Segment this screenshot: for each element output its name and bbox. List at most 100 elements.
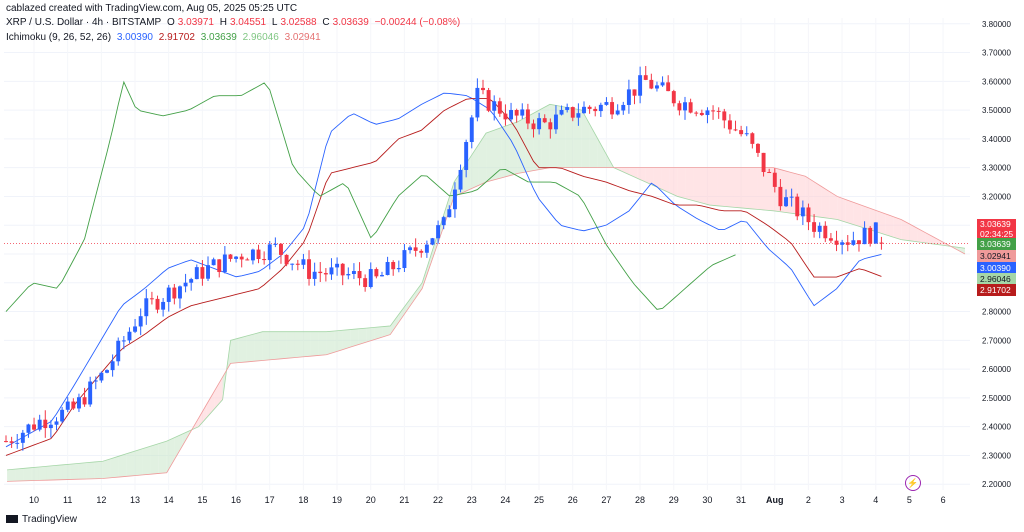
tv-logo-icon [6, 515, 18, 524]
close-label: C 3.03639 [322, 17, 369, 28]
candle-body [868, 227, 873, 244]
candle-body [857, 240, 861, 245]
candle-body [649, 79, 654, 89]
lightning-icon[interactable]: ⚡ [905, 475, 921, 491]
candle-body [469, 117, 474, 143]
symbol-label[interactable]: XRP / U.S. Dollar · 4h · BITSTAMP [6, 17, 162, 28]
candle-body [15, 442, 20, 444]
cloud-segment [86, 461, 95, 479]
cloud-segment [541, 104, 550, 170]
cloud-segment [661, 167, 670, 193]
cloud-segment [533, 108, 542, 171]
ichimoku-cloud [7, 103, 966, 482]
lead-span-a-line [7, 103, 966, 471]
cloud-segment [494, 127, 502, 180]
candle-body [537, 118, 542, 130]
candle-body [26, 424, 31, 433]
cloud-segment [310, 331, 319, 357]
candle-body [295, 263, 300, 265]
x-tick-label: 27 [601, 495, 611, 505]
candle-body [172, 287, 177, 299]
candle-body [88, 381, 93, 405]
cloud-segment [821, 186, 830, 219]
candle-body [694, 112, 699, 114]
candle-body [133, 326, 138, 332]
x-tick-label: 3 [840, 495, 845, 505]
candle-body [677, 103, 682, 111]
y-tick-label: 2.60000 [982, 365, 1011, 374]
cloud-segment [31, 466, 39, 481]
x-tick-label: 5 [907, 495, 912, 505]
candle-body [481, 87, 485, 91]
ichimoku-legend[interactable]: Ichimoku (9, 26, 52, 26) 3.00390 2.91702… [6, 32, 324, 43]
candle-body [727, 120, 732, 130]
ichimoku-name: Ichimoku (9, 26, 52, 26) [6, 32, 112, 43]
candle-body [879, 242, 884, 244]
cloud-segment [478, 133, 487, 186]
candle-body [413, 247, 418, 251]
candle-body [385, 262, 390, 276]
cloud-segment [382, 325, 391, 338]
candle-body [267, 244, 272, 261]
cloud-segment [837, 196, 846, 222]
candle-body [183, 282, 188, 287]
cloud-segment [829, 191, 838, 220]
candle-body [671, 91, 676, 104]
cloud-segment [589, 124, 598, 168]
candle-body [318, 271, 323, 274]
candle-body [424, 244, 429, 253]
cloud-segment [741, 167, 750, 209]
conversion-value: 3.00390 [116, 32, 153, 43]
chart-grid [4, 18, 970, 490]
tradingview-logo[interactable]: TradingView [6, 514, 77, 525]
candle-body [823, 225, 828, 239]
candle-body [587, 106, 592, 109]
price-label-badge: 3.00390 [977, 262, 1016, 274]
cloud-segment [118, 453, 127, 478]
cloud-segment [597, 138, 606, 168]
x-tick-label: 21 [399, 495, 409, 505]
candle-body [121, 340, 126, 342]
candle-body [475, 87, 480, 118]
candle-body [615, 110, 620, 115]
cloud-segment [877, 210, 886, 235]
cloud-segment [717, 167, 726, 207]
cloud-segment [46, 465, 55, 481]
candle-body [750, 133, 755, 144]
candle-body [206, 265, 210, 279]
candle-body [228, 254, 233, 259]
cloud-segment [637, 167, 646, 183]
candle-body [716, 110, 721, 112]
candle-body [357, 271, 362, 279]
cloud-segment [350, 328, 359, 348]
cloud-segment [957, 247, 965, 254]
y-tick-label: 3.40000 [982, 135, 1011, 144]
cloud-segment [885, 213, 894, 238]
x-tick-label: 26 [568, 495, 578, 505]
candle-body [194, 267, 199, 280]
candle-body [380, 275, 384, 277]
candle-body [722, 111, 727, 121]
cloud-segment [126, 451, 135, 477]
candle-body [200, 267, 205, 279]
cloud-segment [206, 390, 215, 418]
candle-body [9, 441, 14, 443]
candle-body [643, 75, 648, 80]
cloud-segment [557, 105, 566, 168]
cloud-segment [901, 219, 910, 241]
candle-body [514, 110, 519, 116]
cloud-segment [813, 181, 822, 218]
candle-body [256, 249, 261, 259]
x-tick-label: 19 [332, 495, 342, 505]
candle-body [812, 222, 817, 232]
candle-body [374, 269, 379, 277]
cloud-segment [757, 167, 766, 211]
candle-body [149, 298, 154, 300]
candle-body [845, 242, 850, 245]
cloud-segment [725, 167, 734, 208]
y-tick-label: 3.20000 [982, 192, 1011, 201]
candle-body [632, 89, 637, 96]
price-label-badge: 3.03639 02:34:25 [977, 219, 1016, 239]
candle-body [553, 114, 558, 130]
